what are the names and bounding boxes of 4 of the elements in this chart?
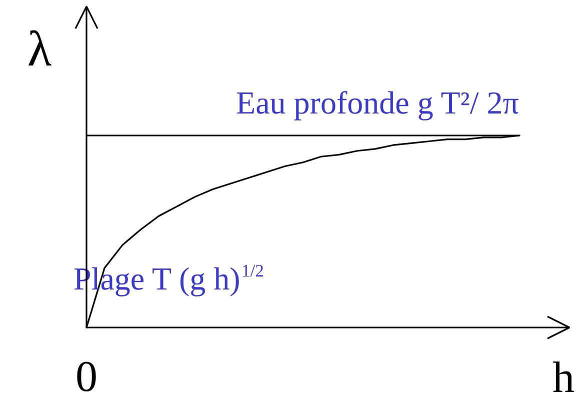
- ref-line-label: Eau profonde g T²/ 2π: [236, 84, 519, 121]
- y-axis-title: λ: [27, 20, 52, 76]
- x-axis-title: h: [552, 353, 574, 401]
- text: 0: [76, 352, 98, 401]
